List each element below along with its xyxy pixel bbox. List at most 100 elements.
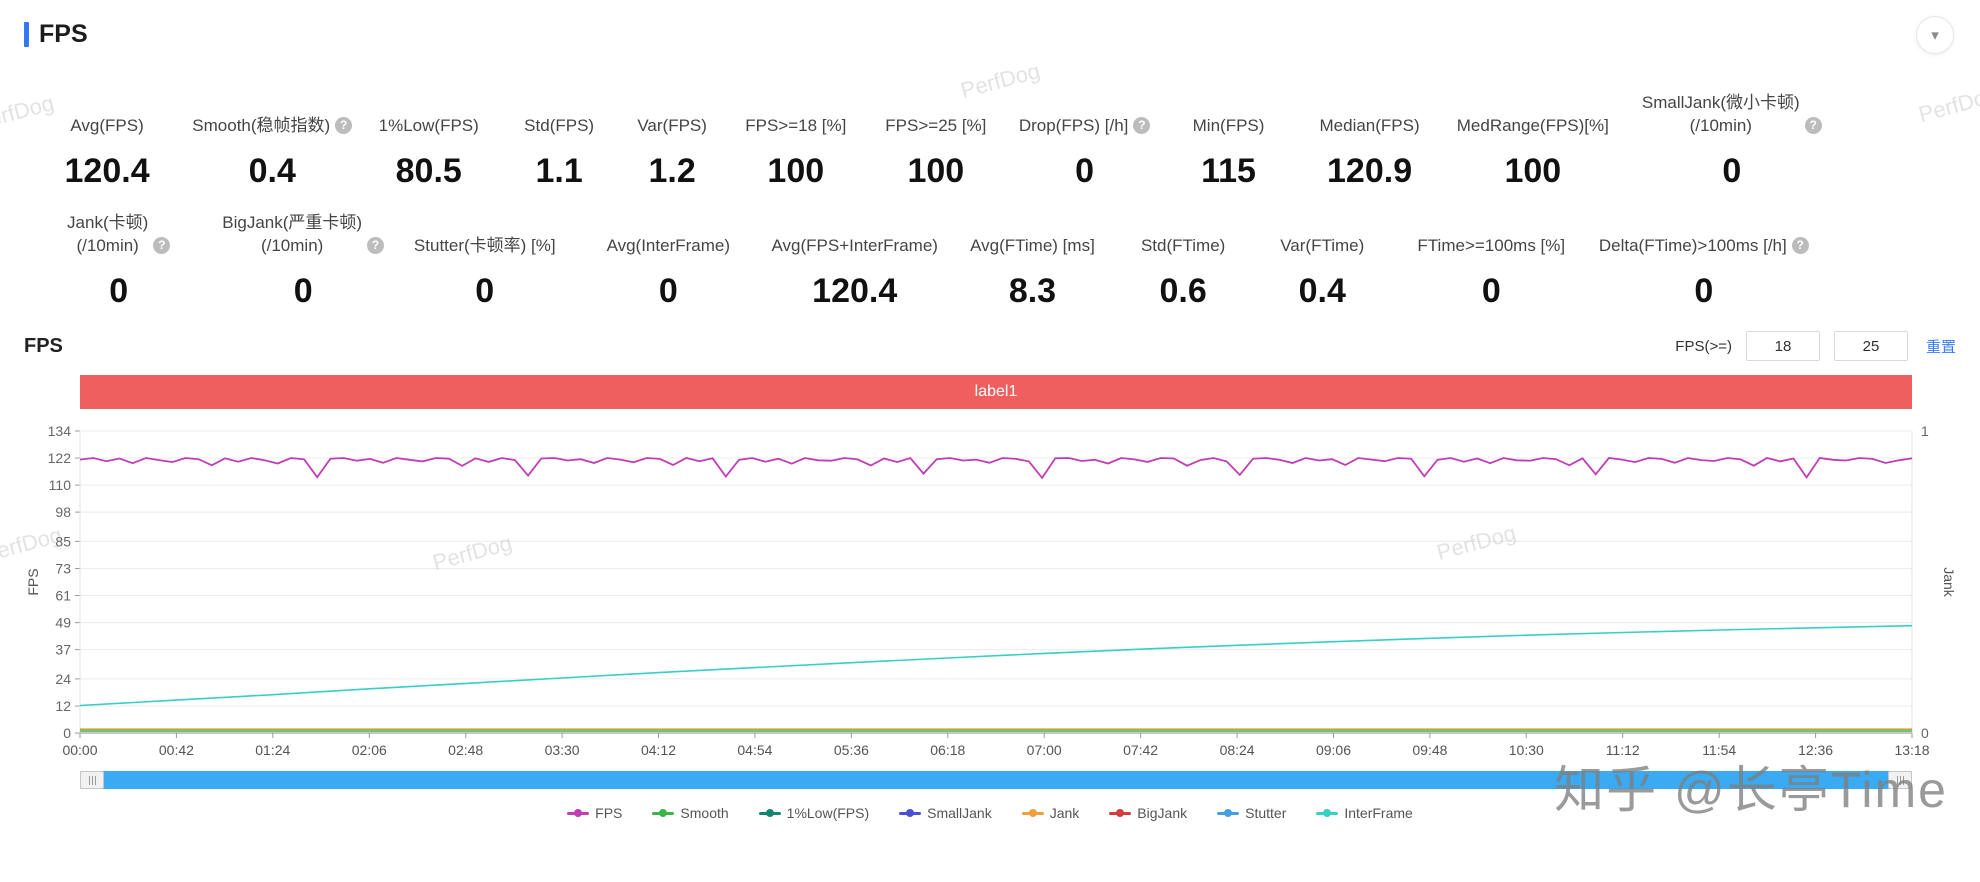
legend-item-fps[interactable]: FPS	[567, 805, 622, 821]
stat-value: 100	[767, 152, 825, 190]
stat-value: 120.4	[64, 152, 150, 190]
help-icon[interactable]: ?	[1133, 117, 1151, 134]
help-icon[interactable]: ?	[335, 117, 353, 134]
threshold-low-input[interactable]	[1745, 331, 1820, 361]
fps-panel-header: FPS ▾	[0, 0, 1980, 61]
stat-label: FPS>=18 [%]	[745, 116, 847, 135]
fps-stats-row-1: Avg(FPS) 120.4 Smooth(稳帧指数)? 0.4 1%Low(FPS) 8…	[24, 87, 1956, 191]
stat-value: 120.4	[812, 272, 898, 310]
threshold-label: FPS(>=)	[1675, 337, 1732, 355]
legend-label: 1%Low(FPS)	[786, 805, 870, 821]
chart-scrollbar-track[interactable]	[80, 771, 1912, 789]
fps-stats-row-2: Jank(卡顿) (/10min)? 0 BigJank(严重卡顿) (/10min…	[24, 207, 1956, 311]
stat-label: Min(FPS)	[1192, 116, 1265, 135]
stat-value: 0	[293, 272, 313, 310]
svg-text:09:06: 09:06	[1316, 742, 1351, 758]
stat-label: Avg(FPS)	[70, 116, 144, 135]
title-accent-bar	[24, 22, 29, 47]
svg-text:0: 0	[1921, 725, 1929, 741]
collapse-panel-button[interactable]: ▾	[1916, 16, 1954, 54]
threshold-high-input[interactable]	[1833, 331, 1908, 361]
svg-text:24: 24	[55, 671, 71, 687]
reset-link[interactable]: 重置	[1925, 338, 1956, 356]
stat-var-ftime: Var(FTime) 0.4	[1251, 207, 1394, 311]
svg-text:85: 85	[55, 533, 71, 549]
help-icon[interactable]: ?	[367, 237, 385, 254]
svg-text:04:12: 04:12	[641, 742, 676, 758]
legend-item-interframe[interactable]: InterFrame	[1316, 805, 1413, 821]
svg-text:11:12: 11:12	[1606, 742, 1640, 758]
svg-text:02:06: 02:06	[352, 742, 387, 758]
fps-chart-block: label1 0 12 24 37 49 61 73 85 98 110 122 134 0 1 00:00…	[0, 375, 1980, 821]
svg-text:1: 1	[1921, 423, 1929, 439]
stat-value: 0	[1075, 152, 1095, 190]
svg-text:07:42: 07:42	[1123, 742, 1158, 758]
page-title: FPS	[39, 20, 88, 48]
legend-item-1-low-fps-[interactable]: 1%Low(FPS)	[758, 805, 870, 821]
stat-std-ftime: Std(FTime) 0.6	[1116, 207, 1251, 311]
chart-title: FPS	[24, 334, 63, 357]
stat-medrange-fps: MedRange(FPS)[%] 100	[1442, 87, 1624, 191]
stat-std-fps: Std(FPS) 1.1	[503, 87, 615, 191]
stat-median-fps: Median(FPS) 120.9	[1297, 87, 1442, 191]
svg-text:122: 122	[48, 450, 72, 466]
svg-text:12: 12	[55, 698, 71, 714]
help-icon[interactable]: ?	[1791, 237, 1809, 254]
stat-value: 0	[658, 272, 678, 310]
svg-text:134: 134	[48, 423, 72, 439]
svg-text:61: 61	[55, 588, 71, 604]
stat-value: 0	[1694, 272, 1714, 310]
stat-label: Stutter(卡顿率) [%]	[413, 236, 556, 255]
svg-text:49: 49	[55, 615, 71, 631]
svg-text:98: 98	[55, 504, 71, 520]
stat-label: MedRange(FPS)[%]	[1456, 116, 1609, 135]
legend-item-smalljank[interactable]: SmallJank	[899, 805, 992, 821]
svg-text:11:54: 11:54	[1702, 742, 1736, 758]
svg-text:06:18: 06:18	[930, 742, 965, 758]
help-icon[interactable]: ?	[153, 237, 171, 254]
legend-line-icon	[1316, 808, 1339, 818]
stat-label: Std(FPS)	[524, 116, 595, 135]
svg-text:00:42: 00:42	[159, 742, 194, 758]
legend-label: SmallJank	[927, 805, 992, 821]
stat-value: 80.5	[395, 152, 462, 190]
stat-value: 0	[1722, 152, 1742, 190]
fps-stats: Avg(FPS) 120.4 Smooth(稳帧指数)? 0.4 1%Low(FPS) 8…	[0, 61, 1980, 311]
help-icon[interactable]: ?	[1804, 117, 1822, 134]
svg-text:12:36: 12:36	[1798, 742, 1833, 758]
stat-delta-ftime: Delta(FTime)>100ms [/h]? 0	[1589, 207, 1819, 311]
stat-avg-interframe: Avg(InterFrame) 0	[577, 207, 761, 311]
stat-label: Median(FPS)	[1319, 116, 1420, 135]
scrollbar-left-handle[interactable]	[80, 771, 104, 789]
svg-text:08:24: 08:24	[1220, 742, 1255, 758]
legend-item-jank[interactable]: Jank	[1021, 805, 1079, 821]
stat-stutter: Stutter(卡顿率) [%] 0	[393, 207, 577, 311]
stat-var-fps: Var(FPS) 1.2	[615, 87, 729, 191]
stat-label: Var(FPS)	[637, 116, 707, 135]
stat-label: Var(FTime)	[1280, 236, 1365, 255]
legend-label: InterFrame	[1344, 805, 1413, 821]
stat-label: Smooth(稳帧指数)	[192, 116, 331, 135]
svg-text:37: 37	[55, 642, 71, 658]
stat-smooth: Smooth(稳帧指数)? 0.4	[190, 87, 354, 191]
legend-item-bigjank[interactable]: BigJank	[1109, 805, 1187, 821]
legend-line-icon	[1109, 808, 1132, 818]
legend-label: BigJank	[1137, 805, 1188, 821]
stat-bigjank: BigJank(严重卡顿) (/10min)? 0	[213, 207, 393, 311]
legend-line-icon	[1021, 808, 1044, 818]
legend-item-stutter[interactable]: Stutter	[1217, 805, 1286, 821]
svg-text:110: 110	[49, 477, 72, 493]
stat-label: Avg(InterFrame)	[606, 236, 731, 255]
svg-text:01:24: 01:24	[255, 742, 290, 758]
stat-avg-fps-if: Avg(FPS+InterFrame) 120.4	[760, 207, 949, 311]
scrollbar-right-handle[interactable]	[1888, 771, 1912, 789]
legend-line-icon	[758, 808, 781, 818]
stat-value: 115	[1201, 152, 1256, 190]
stat-label: SmallJank(微小卡顿) (/10min)	[1641, 93, 1800, 135]
stat-fps-ge-18: FPS>=18 [%] 100	[729, 87, 862, 191]
fps-chart-svg[interactable]: 0 12 24 37 49 61 73 85 98 110 122 134 0 1 00:00 00:42 01…	[24, 421, 1956, 763]
stat-avg-fps: Avg(FPS) 120.4	[24, 87, 190, 191]
stat-value: 0.4	[248, 152, 296, 190]
legend-item-smooth[interactable]: Smooth	[652, 805, 729, 821]
fps-chart[interactable]: 0 12 24 37 49 61 73 85 98 110 122 134 0 1 00:00 00:42 01…	[24, 421, 1956, 763]
